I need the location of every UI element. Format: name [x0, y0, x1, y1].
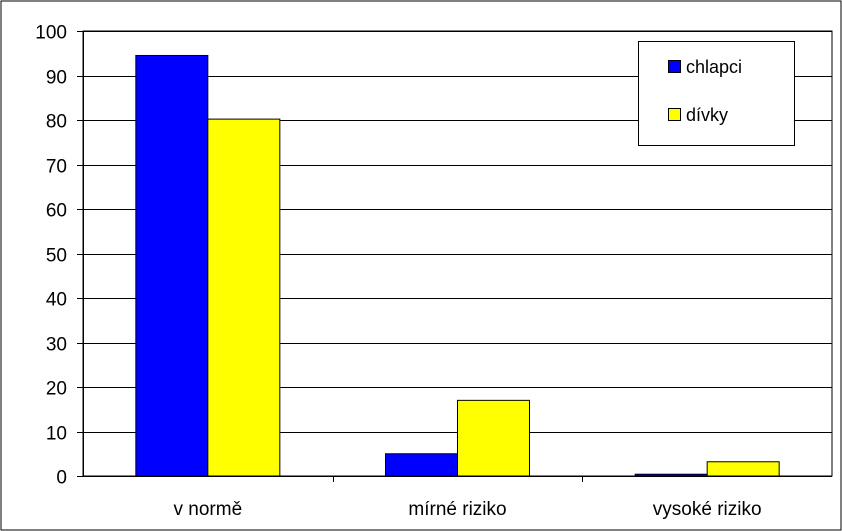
legend-box: [638, 41, 795, 146]
y-tick-label: 10: [46, 424, 67, 445]
y-tick-label: 70: [46, 157, 67, 178]
legend-swatch-chlapci: [668, 60, 681, 73]
x-category-label: v normě: [174, 499, 243, 520]
axes: [77, 31, 832, 482]
bar-chlapci-1: [385, 453, 458, 477]
legend: chlapci dívky: [638, 41, 795, 146]
bar-chlapci-2: [634, 473, 708, 477]
y-tick-labels: 0 10 20 30 40 50 60 70 80 90 100: [35, 23, 67, 489]
legend-label-dívky: dívky: [686, 105, 728, 125]
x-category-label: vysoké riziko: [653, 499, 762, 520]
y-tick-label: 30: [46, 335, 67, 356]
bar-dívky-0: [207, 118, 281, 477]
legend-swatch-dívky: [668, 108, 681, 121]
bar-dívky-2: [706, 461, 780, 477]
y-tick-label: 80: [46, 112, 67, 133]
x-category-labels: v normě mírné riziko vysoké riziko: [174, 499, 762, 520]
y-tick-label: 50: [46, 246, 67, 267]
bar-chlapci-0: [135, 54, 209, 477]
y-tick-label: 40: [46, 290, 67, 311]
y-tick-label: 20: [46, 379, 67, 400]
y-tick-label: 100: [35, 23, 67, 44]
y-tick-label: 0: [56, 468, 67, 489]
y-tick-label: 60: [46, 201, 67, 222]
bar-dívky-1: [457, 399, 530, 477]
y-tick-label: 90: [46, 68, 67, 89]
x-category-label: mírné riziko: [408, 499, 506, 520]
legend-label-chlapci: chlapci: [686, 57, 742, 77]
